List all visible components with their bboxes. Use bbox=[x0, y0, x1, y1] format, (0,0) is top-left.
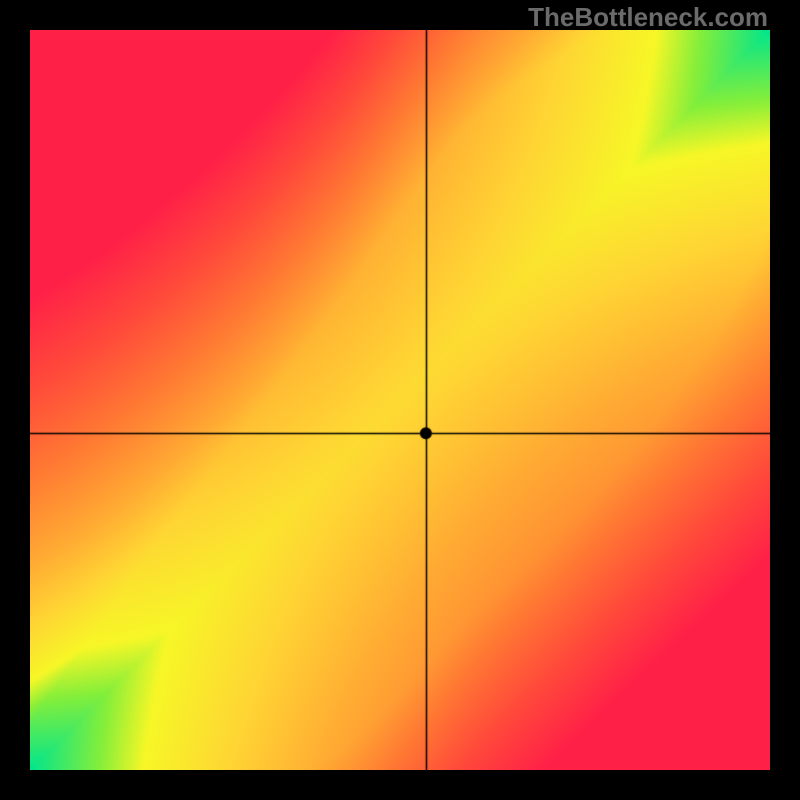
crosshair-overlay bbox=[30, 30, 770, 770]
stage: TheBottleneck.com bbox=[0, 0, 800, 800]
watermark-text: TheBottleneck.com bbox=[528, 2, 768, 33]
